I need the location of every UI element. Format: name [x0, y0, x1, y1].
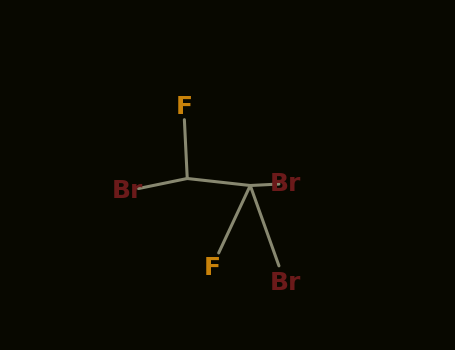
Text: Br: Br — [269, 272, 301, 295]
Text: F: F — [175, 95, 192, 119]
Text: Br: Br — [112, 179, 143, 203]
Text: Br: Br — [269, 172, 301, 196]
Text: F: F — [203, 256, 220, 280]
